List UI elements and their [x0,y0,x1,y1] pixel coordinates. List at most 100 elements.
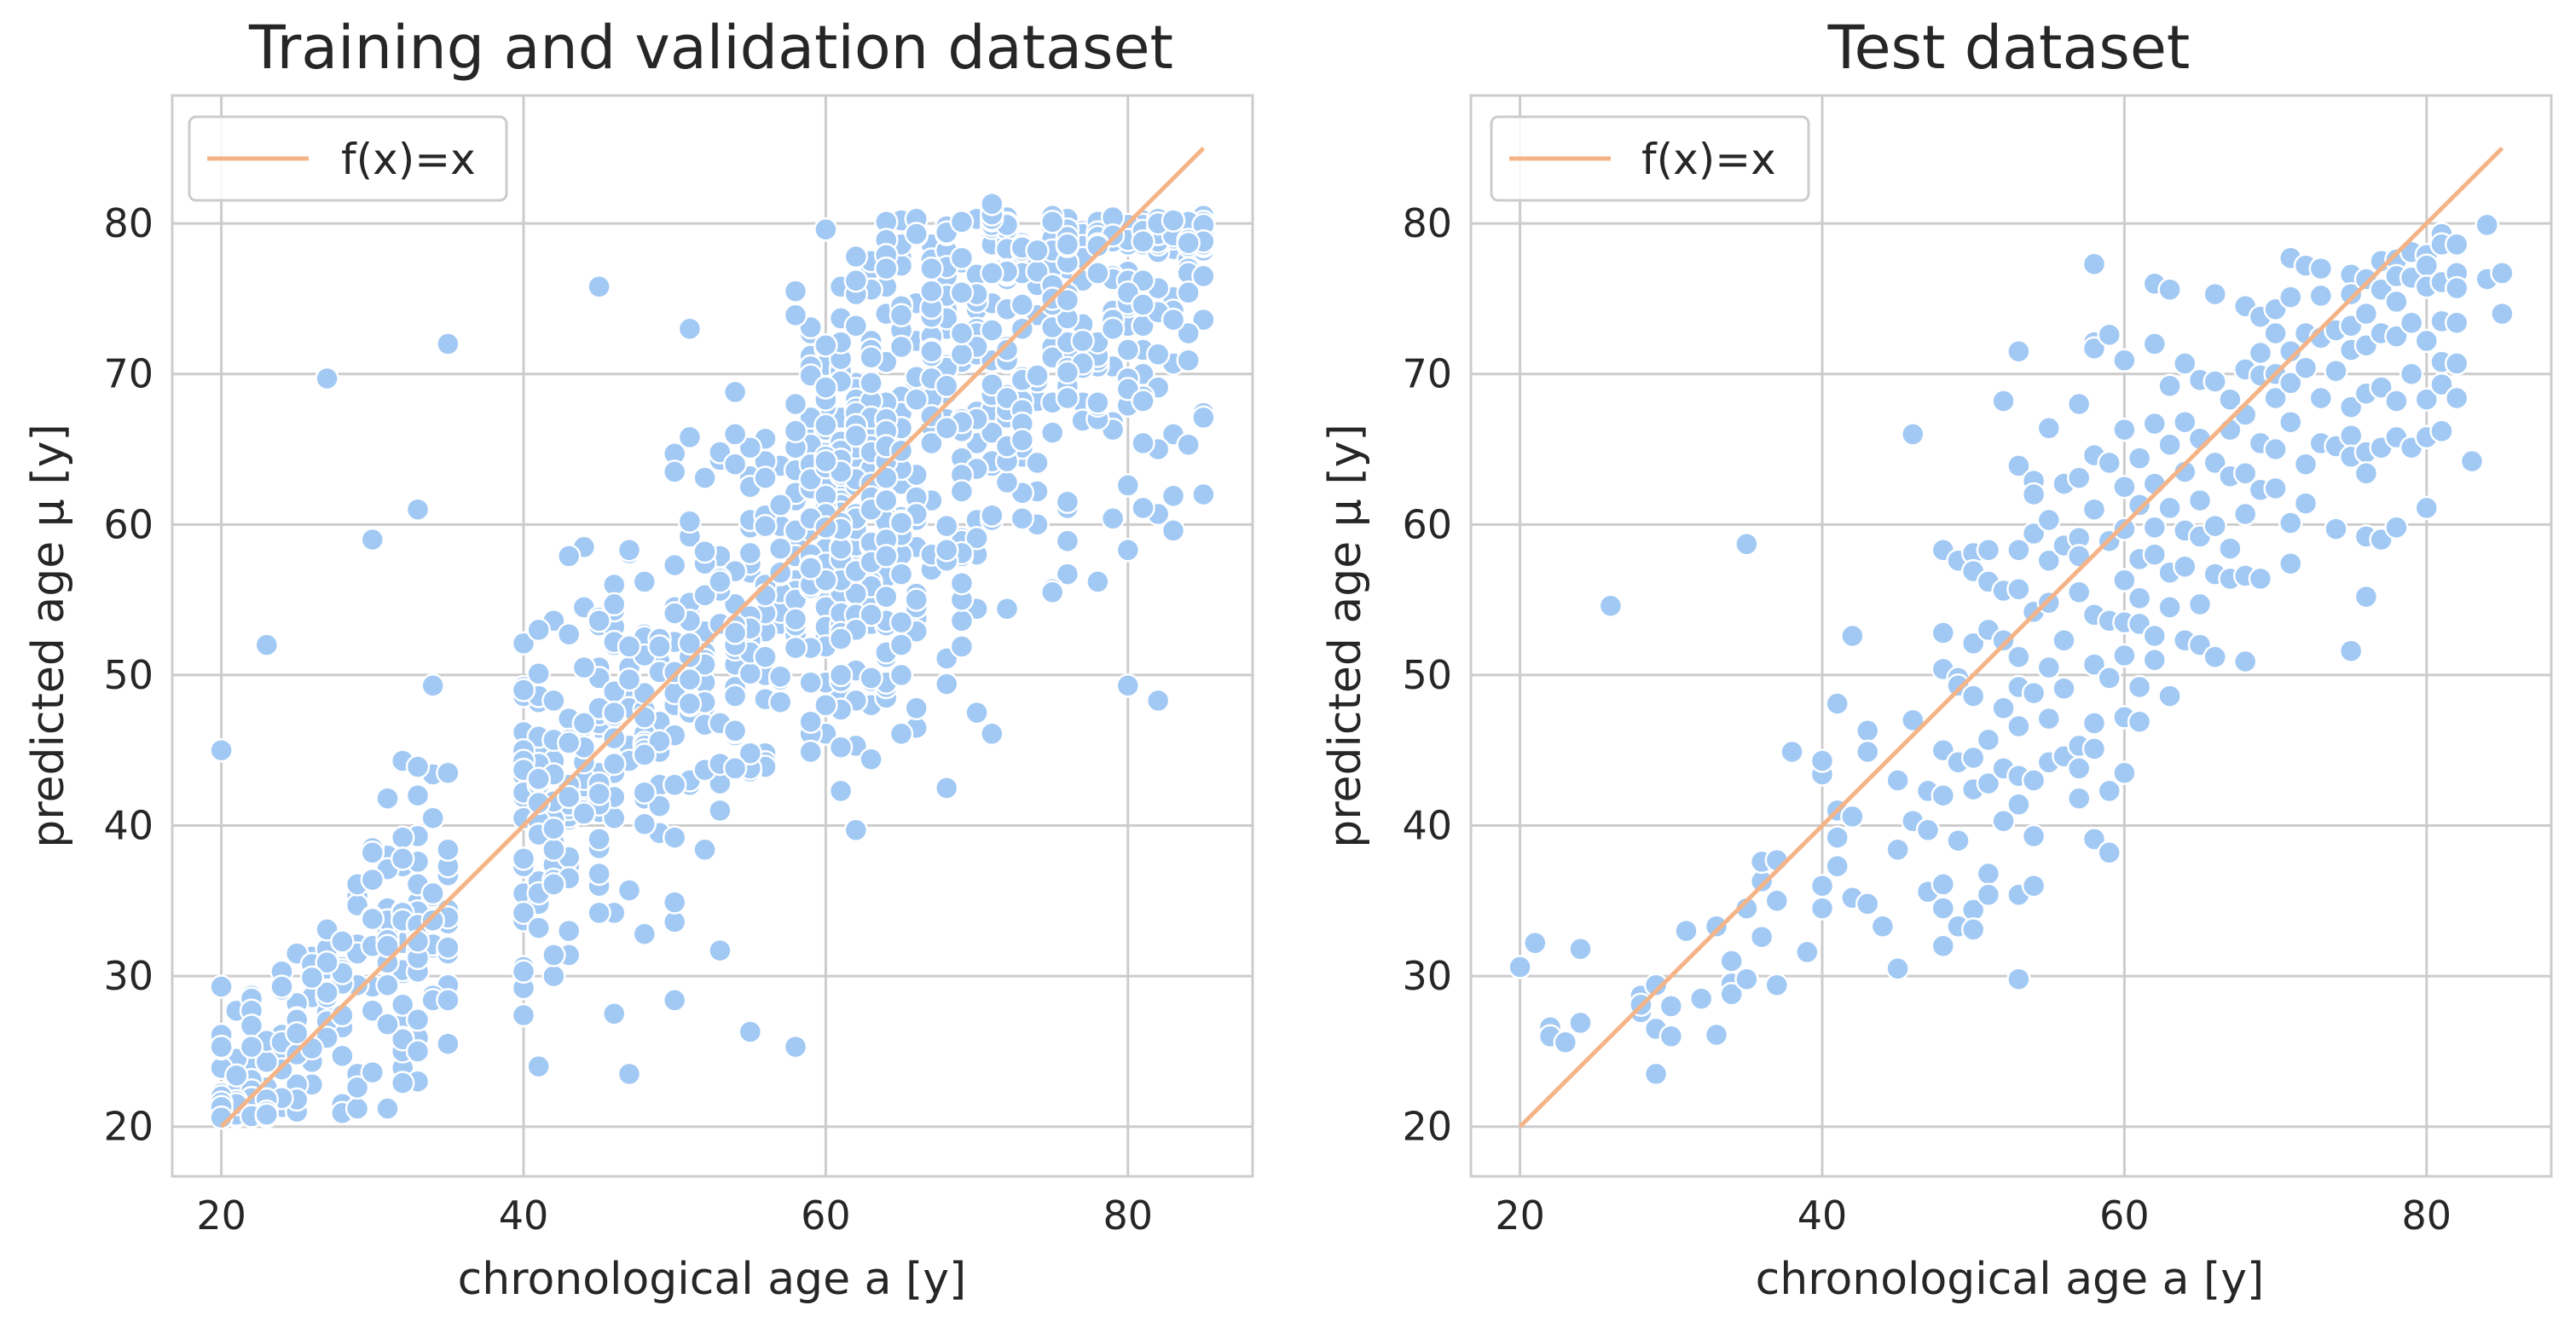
scatter-point [1085,390,1110,415]
chart-title: Training and validation dataset [248,13,1173,83]
scatter-point [1598,593,1624,618]
scatter-point [1010,292,1035,317]
scatter-point [360,840,385,865]
y-tick-label: 20 [103,1104,153,1150]
scatter-point [436,332,460,356]
scatter-point [708,938,732,963]
scatter-point [1976,538,2001,563]
scatter-point [738,1019,763,1044]
scatter-point [2187,592,2213,617]
scatter-point [1131,292,1155,317]
scatter-point [2444,275,2469,301]
scatter-point [526,915,551,940]
scatter-point [511,678,536,702]
scatter-point [949,210,975,234]
scatter-point [904,222,929,246]
y-tick-label: 60 [1402,501,1452,547]
scatter-point [2052,676,2076,702]
scatter-point [2203,644,2227,669]
scatter-point [2142,623,2168,649]
scatter-point [436,935,460,960]
scatter-point [511,631,536,656]
scatter-point [2021,680,2046,706]
scatter-point [1055,287,1080,313]
scatter-point [1704,1022,1729,1048]
scatter-points [1508,212,2515,1087]
scatter-point [662,601,687,626]
scatter-point [2127,709,2152,734]
scatter-point [360,906,385,932]
scatter-point [2308,256,2334,281]
scatter-point [889,662,914,688]
scatter-point [843,268,869,293]
x-axis-label: chronological age a [y] [458,1254,967,1305]
x-tick-label: 60 [2099,1193,2150,1239]
scatter-point [1840,623,1865,649]
scatter-point [2006,338,2031,364]
scatter-point [767,536,793,561]
scatter-point [934,513,959,539]
scatter-point [1115,473,1141,498]
scatter-point [874,584,899,609]
scatter-point [722,756,748,781]
scatter-point [405,1039,431,1064]
scatter-point [602,1002,627,1026]
y-tick-label: 60 [103,501,153,547]
scatter-point [2293,491,2318,516]
y-tick-label: 70 [1402,351,1452,397]
scatter-point [2278,338,2303,364]
scatter-point [934,416,959,441]
scatter-point [2112,348,2137,373]
scatter-point [783,607,808,632]
scatter-point [2414,495,2440,521]
scatter-point [2127,586,2152,611]
scatter-point [980,372,1004,397]
scatter-point [919,256,944,281]
scatter-point [254,632,280,657]
scatter-point [753,644,778,669]
scatter-point [1960,917,1986,942]
scatter-point [2173,459,2197,484]
scatter-point [874,488,899,513]
scatter-point [420,881,445,906]
scatter-point [390,825,415,850]
scatter-point [1931,782,1956,808]
scatter-point [1085,569,1110,594]
x-axis-label: chronological age a [y] [1756,1254,2265,1305]
scatter-point [2369,375,2394,400]
scatter-point [859,666,883,690]
x-tick-label: 80 [1103,1193,1154,1239]
scatter-point [662,890,687,915]
scatter-point [390,1071,415,1095]
scatter-point [2338,395,2364,419]
scatter-point [722,684,748,708]
scatter-point [209,1034,234,1060]
scatter-point [692,465,717,490]
scatter-point [934,373,959,399]
scatter-point [1749,924,1774,950]
scatter-point [1145,688,1171,713]
scatter-point [2293,355,2318,380]
scatter-point [436,988,460,1013]
scatter-point [1855,739,1880,765]
scatter-point [1885,837,1910,863]
scatter-point [692,837,717,863]
scatter-point [994,596,1020,621]
scatter-point [2232,461,2258,486]
scatter-point [813,375,838,400]
scatter-point [889,511,914,535]
scatter-point [692,583,717,608]
scatter-point [571,711,597,736]
scatter-point [541,816,566,841]
scatter-point [436,760,460,785]
scatter-point [919,279,944,303]
scatter-point [1145,342,1171,367]
y-tick-label: 30 [1402,953,1452,999]
scatter-point [980,191,1004,217]
scatter-point [964,525,989,551]
y-tick-label: 50 [103,652,153,698]
scatter-point [617,878,642,903]
scatter-point [828,662,854,688]
scatter-point [1795,939,1820,965]
scatter-point [420,806,445,830]
